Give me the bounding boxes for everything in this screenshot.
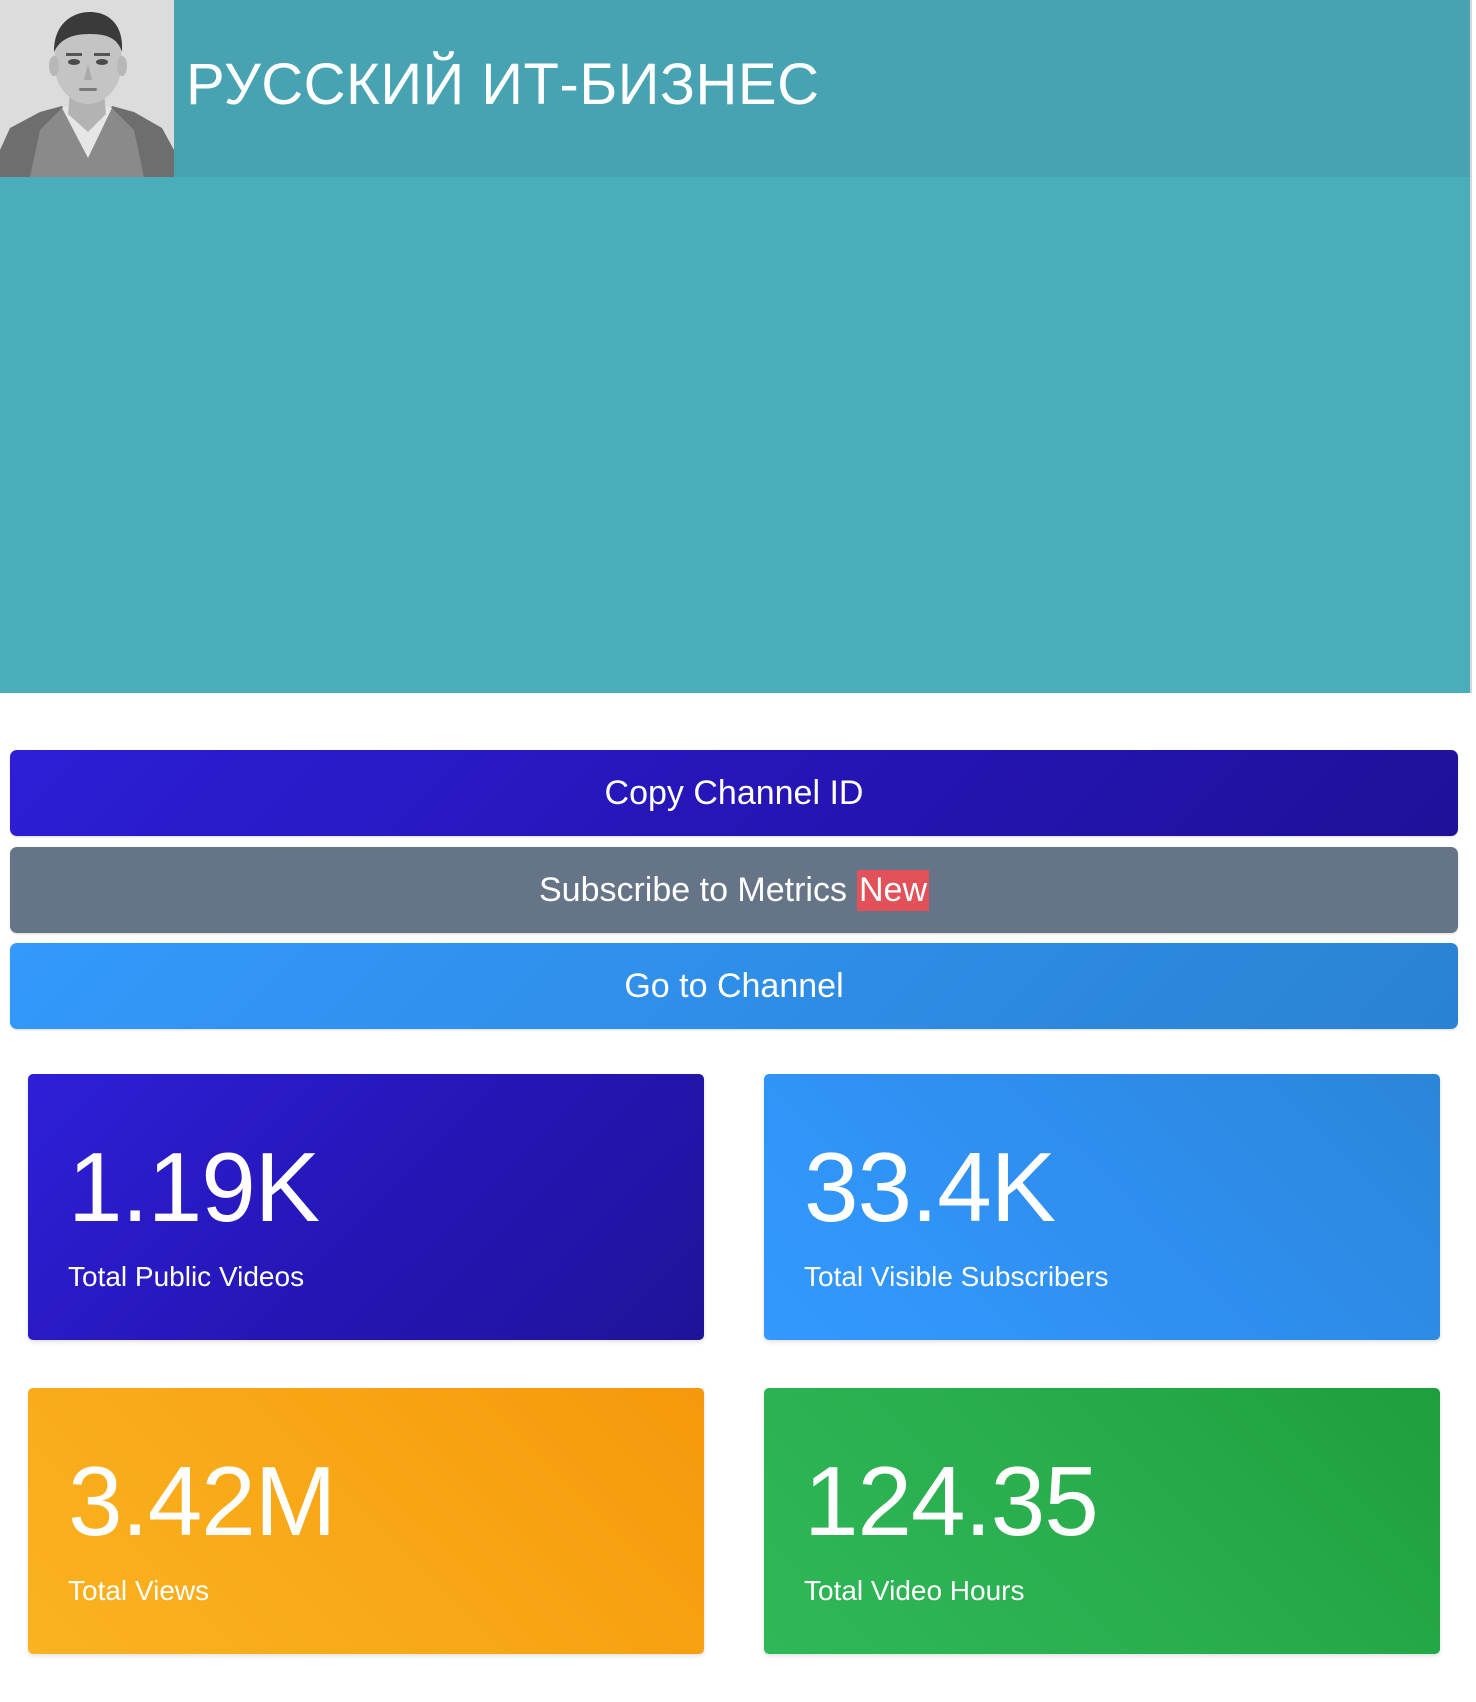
stat-label-video-hours: Total Video Hours [804,1575,1025,1606]
new-badge: New [856,869,930,911]
stat-card-views: 3.42M Total Views [28,1388,704,1654]
stat-card-video-hours: 124.35 Total Video Hours [764,1388,1440,1654]
stat-label-visible-subscribers: Total Visible Subscribers [804,1261,1109,1292]
stat-value-visible-subscribers: 33.4K [804,1132,1056,1242]
stat-value-public-videos: 1.19K [68,1132,320,1242]
stat-value-views: 3.42M [68,1446,336,1556]
stat-card-visible-subscribers: 33.4K Total Visible Subscribers [764,1074,1440,1340]
channel-header: РУССКИЙ ИТ-БИЗНЕС [0,0,1470,177]
channel-avatar[interactable] [0,0,174,177]
channel-avatar-photo [0,0,174,177]
go-to-channel-label: Go to Channel [624,966,844,1005]
subscribe-to-metrics-label: Subscribe to Metrics [538,870,847,909]
stat-value-video-hours: 124.35 [804,1446,1099,1556]
channel-banner: РУССКИЙ ИТ-БИЗНЕС [0,0,1472,693]
subscribe-to-metrics-button[interactable]: Subscribe to Metrics New [10,847,1458,933]
channel-title: РУССКИЙ ИТ-БИЗНЕС [186,52,820,117]
go-to-channel-button[interactable]: Go to Channel [10,943,1458,1029]
copy-channel-id-label: Copy Channel ID [604,773,864,812]
stat-label-public-videos: Total Public Videos [68,1261,305,1292]
stat-card-public-videos: 1.19K Total Public Videos [28,1074,704,1340]
stat-label-views: Total Views [68,1575,210,1606]
copy-channel-id-button[interactable]: Copy Channel ID [10,750,1458,836]
